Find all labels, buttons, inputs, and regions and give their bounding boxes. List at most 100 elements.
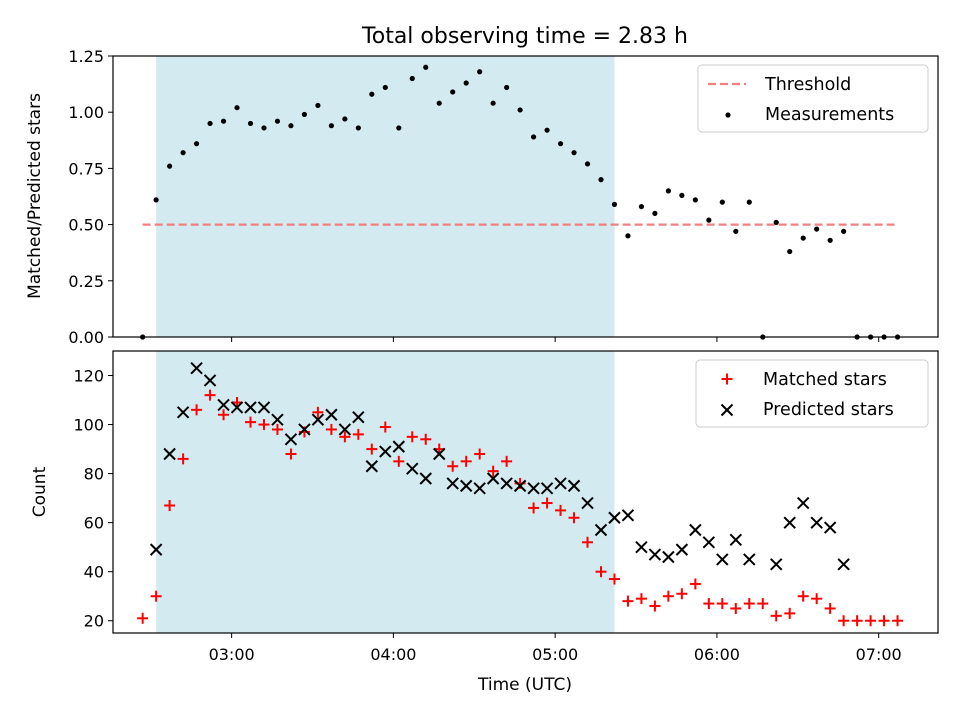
predicted-star-point bbox=[352, 411, 365, 424]
predicted-star-point bbox=[203, 374, 217, 387]
measurement-point bbox=[557, 141, 564, 147]
predicted-star-point bbox=[796, 496, 810, 510]
predicted-star-point bbox=[473, 482, 486, 495]
measurement-point bbox=[463, 80, 469, 86]
measurement-point bbox=[382, 84, 388, 91]
predicted-star-point bbox=[325, 408, 338, 421]
matched-star-point bbox=[716, 598, 728, 610]
predicted-star-point bbox=[635, 540, 648, 554]
predicted-star-point bbox=[837, 558, 850, 571]
predicted-star-point bbox=[716, 553, 729, 566]
measurement-point bbox=[355, 125, 361, 131]
bottom-y-tick-label: 120 bbox=[73, 367, 104, 386]
matched-star-point bbox=[662, 590, 674, 602]
measurement-point bbox=[692, 197, 698, 203]
bottom-y-tick-label: 20 bbox=[84, 612, 104, 631]
legend-predicted-marker bbox=[720, 403, 734, 417]
matched-star-point bbox=[730, 602, 742, 614]
matched-star-point bbox=[622, 595, 634, 607]
measurement-point bbox=[746, 199, 752, 205]
matched-star-point bbox=[582, 536, 594, 548]
measurement-point bbox=[504, 84, 510, 91]
matched-star-point bbox=[703, 598, 715, 610]
measurement-point bbox=[207, 120, 213, 127]
predicted-star-point bbox=[459, 479, 473, 493]
measurement-point bbox=[301, 111, 308, 118]
matched-star-point bbox=[352, 428, 364, 440]
x-tick-label: 03:00 bbox=[209, 645, 255, 664]
matched-star-point bbox=[838, 615, 850, 627]
matched-star-point bbox=[325, 423, 337, 435]
predicted-star-point bbox=[298, 423, 311, 436]
measurement-point bbox=[706, 217, 712, 223]
predicted-star-point bbox=[392, 440, 405, 453]
matched-star-point bbox=[824, 602, 836, 614]
matched-star-point bbox=[784, 607, 796, 619]
x-tick-label: 06:00 bbox=[694, 645, 740, 664]
predicted-star-point bbox=[433, 447, 446, 461]
matched-star-point bbox=[312, 406, 324, 418]
bottom-y-tick-label: 40 bbox=[84, 563, 104, 582]
matched-star-point bbox=[865, 615, 877, 627]
matched-star-point bbox=[689, 578, 701, 590]
predicted-star-point bbox=[823, 521, 837, 534]
top-x-axis-ticks bbox=[231, 337, 880, 342]
top-y-tick-label: 1.00 bbox=[68, 103, 104, 122]
matched-star-point bbox=[487, 465, 499, 477]
bottom-y-axis-label: Count bbox=[30, 466, 50, 517]
matched-star-point bbox=[150, 590, 162, 602]
top-y-tick-label: 0.25 bbox=[68, 272, 104, 291]
x-tick-label: 05:00 bbox=[532, 645, 578, 664]
predicted-star-point bbox=[743, 553, 756, 566]
top-y-axis-label: Matched/Predicted stars bbox=[25, 93, 45, 299]
predicted-star-point bbox=[365, 460, 379, 473]
measurement-point bbox=[773, 219, 779, 225]
matched-star-point bbox=[406, 431, 418, 443]
predicted-star-point bbox=[729, 533, 743, 547]
measurement-point bbox=[167, 163, 173, 169]
legend-measurements-swatch bbox=[725, 112, 731, 118]
measurement-point bbox=[220, 118, 227, 124]
predicted-star-point bbox=[621, 509, 635, 522]
matched-star-point bbox=[743, 598, 755, 610]
matched-star-point bbox=[447, 460, 459, 472]
matched-star-point bbox=[608, 573, 620, 585]
measurement-point bbox=[288, 123, 294, 129]
top-legend: Threshold Measurements bbox=[697, 64, 929, 133]
measurement-point bbox=[584, 161, 591, 167]
predicted-star-point bbox=[149, 543, 163, 556]
measurement-point bbox=[598, 177, 604, 183]
measurement-point bbox=[369, 91, 375, 97]
top-y-tick-label: 0.00 bbox=[68, 328, 104, 347]
matched-star-point bbox=[528, 502, 540, 514]
legend-predicted-swatch bbox=[720, 403, 734, 417]
matched-star-point bbox=[366, 443, 378, 455]
measurement-point bbox=[638, 204, 645, 210]
matched-star-point bbox=[460, 455, 472, 467]
measurement-point bbox=[315, 102, 321, 109]
top-y-tick-label: 1.25 bbox=[68, 47, 104, 66]
predicted-star-point bbox=[284, 433, 298, 446]
matched-star-point bbox=[393, 455, 405, 467]
predicted-star-point bbox=[311, 413, 325, 426]
matched-star-point bbox=[649, 600, 661, 612]
predicted-star-point bbox=[702, 536, 716, 549]
measurement-point bbox=[733, 228, 739, 234]
top-shaded-region-layer bbox=[156, 56, 615, 337]
measurement-point bbox=[423, 64, 429, 70]
measurement-point bbox=[342, 116, 348, 122]
matched-stars-series bbox=[137, 389, 904, 627]
top-legend-box bbox=[697, 64, 929, 133]
matched-star-point bbox=[501, 455, 513, 467]
legend-matched-marker bbox=[721, 373, 733, 385]
matched-star-point bbox=[218, 409, 230, 421]
predicted-star-point bbox=[257, 401, 271, 414]
bottom-y-tick-label: 60 bbox=[84, 514, 104, 533]
measurement-point bbox=[477, 69, 483, 75]
bottom-x-axis-ticks: 03:00 04:00 05:00 06:00 07:00 bbox=[209, 633, 902, 664]
bottom-plot-panel: 20 40 60 80 100 120 03:00 04:00 05:00 06:00 07:00… bbox=[30, 350, 939, 695]
predicted-star-point bbox=[554, 477, 567, 490]
matched-star-point bbox=[851, 615, 863, 627]
measurement-point bbox=[261, 125, 267, 131]
